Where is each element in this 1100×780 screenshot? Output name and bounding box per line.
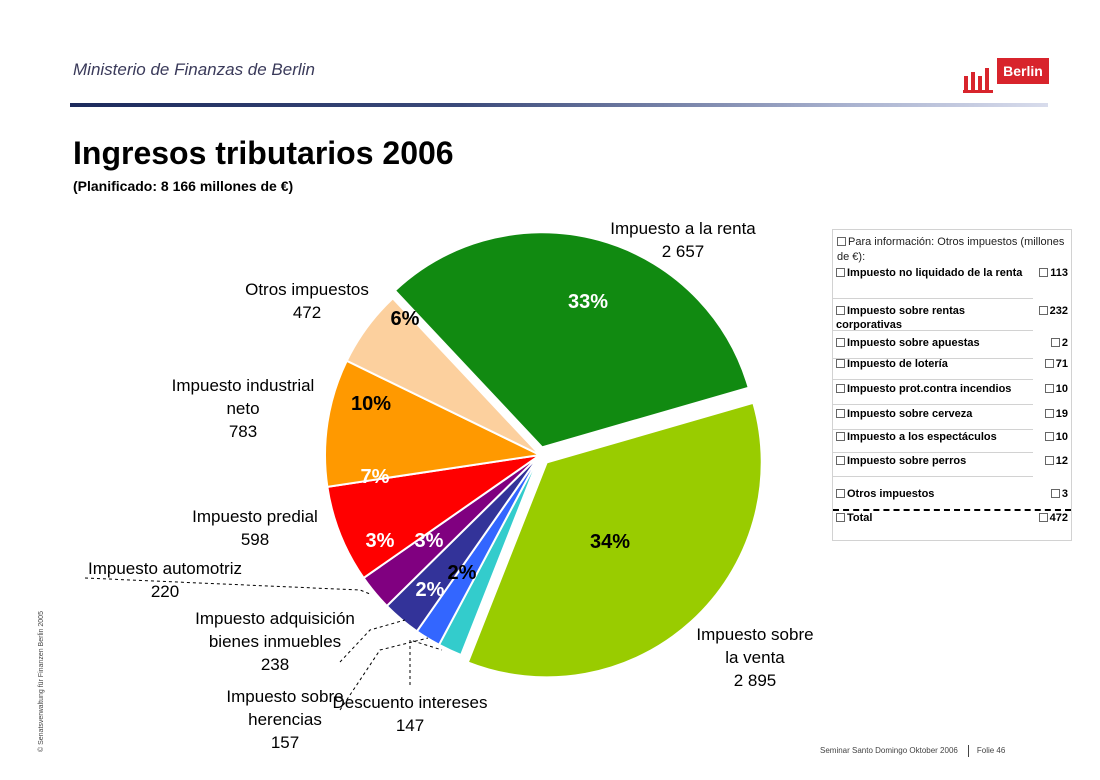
- checkbox-icon: [1044, 432, 1054, 441]
- checkbox-icon: [836, 384, 845, 393]
- checkbox-icon: [836, 409, 845, 418]
- pie-pct-label: 34%: [590, 531, 630, 553]
- table-row-label: Impuesto a los espectáculos: [836, 430, 1026, 444]
- table-intro: Para información: Otros impuestos (millo…: [837, 236, 1065, 263]
- slice-label: Impuesto industrial: [172, 376, 315, 395]
- pie-slice: [324, 359, 544, 488]
- slice-label: la venta: [725, 648, 785, 667]
- header-title: Ministerio de Finanzas de Berlin: [73, 60, 315, 79]
- table-row-label: Impuesto sobre cerveza: [836, 407, 1026, 421]
- checkbox-icon: [836, 359, 845, 368]
- slice-label: herencias: [248, 710, 322, 729]
- checkbox-icon: [836, 306, 845, 315]
- table-row-value: 232: [1038, 304, 1068, 318]
- pie-pct-label: 6%: [391, 308, 420, 330]
- page-subtitle: (Planificado: 8 166 millones de €): [73, 178, 294, 194]
- footer-seminar: Seminar Santo Domingo Oktober 2006: [820, 746, 958, 756]
- slice-label: 2 657: [662, 242, 705, 261]
- table-row-value: 472: [1038, 511, 1068, 525]
- table-row-label: Impuesto prot.contra incendios: [836, 382, 1026, 396]
- checkbox-icon: [1038, 513, 1048, 522]
- pie-pct-label: 3%: [366, 530, 395, 552]
- slice-label: Otros impuestos: [245, 280, 369, 299]
- slice-label: 157: [271, 733, 299, 752]
- checkbox-icon: [1044, 359, 1054, 368]
- table-row-value: 2: [1050, 336, 1068, 350]
- pie-slice: [345, 296, 541, 456]
- pie-pct-label: 2%: [448, 562, 477, 584]
- table-row-value: 113: [1039, 266, 1068, 280]
- page-title: Ingresos tributarios 2006: [73, 135, 454, 171]
- copyright-text: © Senatsverwaltung für Finanzen Berlin 2…: [38, 611, 45, 752]
- checkbox-icon: [836, 489, 845, 498]
- slice-label: 783: [229, 422, 257, 441]
- checkbox-icon: [1039, 268, 1049, 277]
- pie-slice: [393, 231, 750, 449]
- table-row-label: Impuesto de lotería: [836, 357, 1026, 371]
- pie-slice: [466, 401, 763, 679]
- checkbox-icon: [1038, 306, 1048, 315]
- slice-label: bienes inmuebles: [209, 632, 341, 651]
- other-taxes-table: Para información: Otros impuestos (millo…: [832, 229, 1072, 541]
- table-row-label: Total: [836, 511, 1026, 525]
- slice-label: Descuento intereses: [333, 693, 488, 712]
- pie-pct-label: 7%: [361, 466, 390, 488]
- checkbox-icon: [1044, 409, 1054, 418]
- table-row-value: 19: [1044, 407, 1068, 421]
- footer-page: Folie 46: [976, 746, 1006, 756]
- slice-label: 2 895: [734, 671, 777, 690]
- slice-label: 147: [396, 716, 424, 735]
- slice-label: Impuesto sobre: [696, 625, 813, 644]
- table-row-label: Impuesto sobre rentas corporativas: [836, 305, 965, 331]
- slice-label: Impuesto a la renta: [610, 219, 756, 238]
- pie-pct-label: 3%: [415, 530, 444, 552]
- table-row-value: 10: [1044, 382, 1068, 396]
- checkbox-icon: [836, 456, 845, 465]
- slice-label: Impuesto sobre: [226, 687, 343, 706]
- checkbox-icon: [1044, 456, 1054, 465]
- checkbox-icon: [836, 513, 845, 522]
- leader-line: [84, 577, 371, 595]
- berlin-logo: Berlin: [963, 58, 1053, 94]
- logo-text: Berlin: [997, 58, 1049, 84]
- checkbox-icon: [836, 268, 845, 277]
- berlin-bear-icon: [963, 68, 993, 93]
- slice-label: 238: [261, 655, 289, 674]
- slice-label: Impuesto predial: [192, 507, 318, 526]
- checkbox-icon: [837, 237, 846, 246]
- pie-slice: [326, 454, 541, 580]
- leader-line: [339, 637, 429, 711]
- checkbox-icon: [1050, 489, 1060, 498]
- table-row-label: Impuesto no liquidado de la renta: [836, 266, 1026, 280]
- footer: Seminar Santo Domingo Oktober 2006 Folie …: [820, 745, 1005, 757]
- pie-pct-label: 10%: [351, 393, 391, 415]
- total-separator: [833, 509, 1071, 511]
- table-row-label: Otros impuestos: [836, 487, 1026, 501]
- slice-label: 472: [293, 303, 321, 322]
- table-row-value: 12: [1044, 454, 1068, 468]
- header-divider: [70, 103, 1048, 107]
- leader-line: [339, 619, 406, 663]
- checkbox-icon: [836, 432, 845, 441]
- table-row-label: Impuesto sobre apuestas: [836, 336, 1026, 350]
- pie-pct-label: 2%: [416, 579, 445, 601]
- pie-pct-label: 33%: [568, 291, 608, 313]
- table-row-value: 71: [1044, 357, 1068, 371]
- slice-label: 220: [151, 582, 179, 601]
- table-row-value: 3: [1050, 487, 1068, 501]
- slice-label: Impuesto automotriz: [88, 559, 242, 578]
- checkbox-icon: [1050, 338, 1060, 347]
- slice-label: Impuesto adquisición: [195, 609, 355, 628]
- slice-label: neto: [226, 399, 259, 418]
- checkbox-icon: [1044, 384, 1054, 393]
- table-row-value: 10: [1044, 430, 1068, 444]
- leader-line: [409, 639, 443, 685]
- checkbox-icon: [836, 338, 845, 347]
- table-row-label: Impuesto sobre perros: [836, 454, 1026, 468]
- slice-label: 598: [241, 530, 269, 549]
